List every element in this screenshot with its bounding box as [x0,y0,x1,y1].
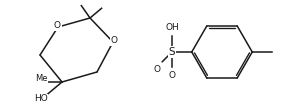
Text: O: O [153,65,160,74]
Text: O: O [110,36,117,45]
Text: OH: OH [165,23,179,32]
Text: O: O [168,71,175,80]
Text: HO: HO [34,94,48,103]
Text: O: O [54,21,61,30]
Text: S: S [169,47,175,57]
Text: Me: Me [35,74,48,83]
